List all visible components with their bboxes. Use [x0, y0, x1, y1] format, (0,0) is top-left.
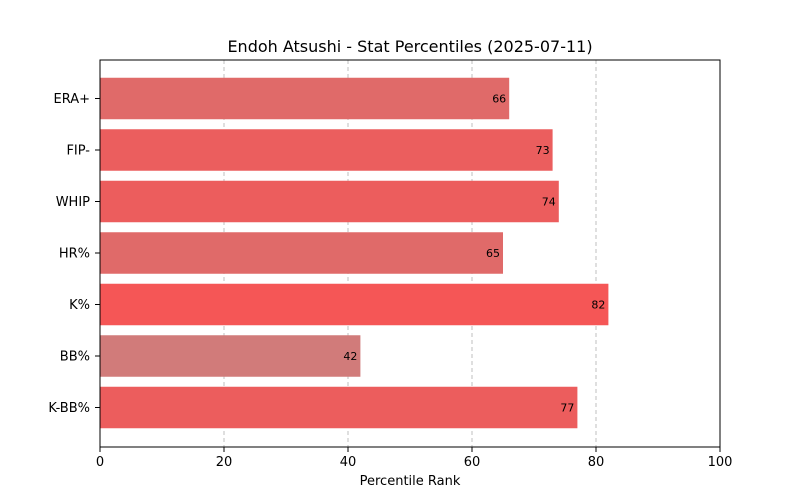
bar-bb-	[100, 335, 361, 377]
bar-value-label: 77	[560, 402, 574, 415]
x-tick-label: 40	[340, 455, 357, 470]
bar-value-label: 82	[591, 299, 605, 312]
bar-whip	[100, 180, 559, 223]
x-tick-label: 20	[216, 455, 233, 470]
x-tick-label: 0	[96, 455, 104, 470]
x-axis-ticks: 0 20 40 60 80 100	[96, 447, 733, 470]
bar-value-label: 74	[542, 196, 556, 209]
x-tick-label: 100	[708, 455, 733, 470]
x-tick-label: 80	[588, 455, 605, 470]
x-tick-label: 60	[464, 455, 481, 470]
grid-lines	[223, 60, 597, 447]
y-tick-label: BB%	[60, 350, 90, 365]
bar-value-label: 73	[536, 144, 550, 157]
y-tick-label: K%	[69, 298, 90, 313]
y-tick-label: WHIP	[56, 195, 90, 210]
x-axis-label: Percentile Rank	[360, 474, 461, 489]
bars: 66 73 74 65 82 42 77	[100, 77, 609, 429]
chart-title: Endoh Atsushi - Stat Percentiles (2025-0…	[227, 37, 592, 56]
bar-value-label: 66	[492, 93, 506, 106]
bar-value-label: 42	[343, 350, 357, 363]
y-tick-label: ERA+	[53, 92, 90, 107]
bar-k-bb-	[100, 386, 578, 429]
y-tick-label: K-BB%	[48, 401, 90, 416]
bar-k-	[100, 283, 609, 326]
y-axis-ticks: ERA+ FIP- WHIP HR% K% BB% K-BB%	[48, 92, 100, 416]
y-tick-label: HR%	[59, 247, 90, 262]
bar-value-label: 65	[486, 247, 500, 260]
bar-hr-	[100, 232, 503, 274]
bar-fip-	[100, 129, 553, 171]
bar-era-	[100, 77, 510, 120]
y-tick-label: FIP-	[66, 144, 90, 159]
